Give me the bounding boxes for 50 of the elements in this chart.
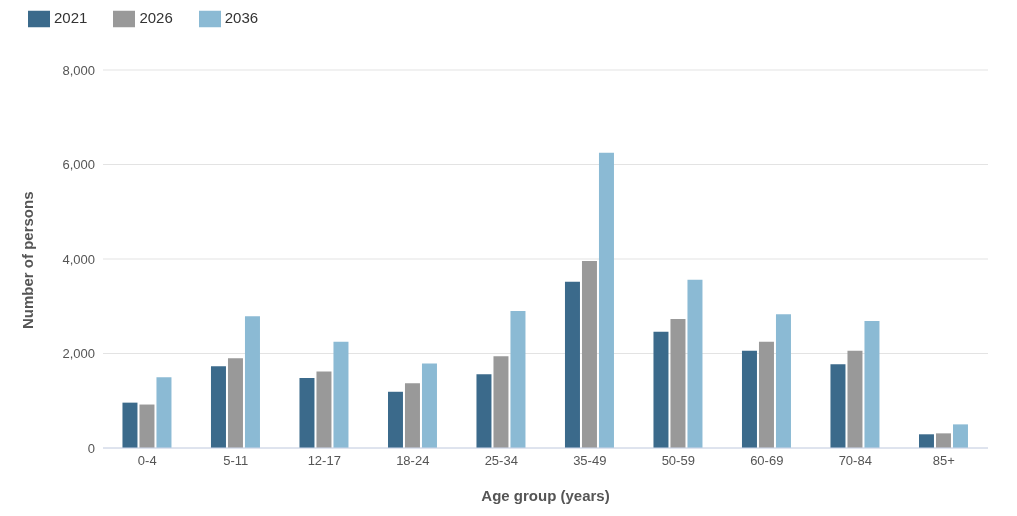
bar [210, 366, 226, 448]
bar [156, 377, 172, 448]
bar [847, 350, 863, 448]
y-tick-label: 4,000 [62, 251, 95, 267]
bar [387, 391, 403, 448]
bar [316, 371, 332, 448]
bar [741, 350, 757, 448]
x-tick-label: 12-17 [307, 453, 341, 469]
bar [333, 341, 349, 448]
y-axis-title: Number of persons [19, 191, 37, 329]
bar [653, 331, 669, 448]
bar [687, 279, 703, 448]
y-tick-label: 6,000 [62, 157, 95, 173]
bar [670, 319, 686, 448]
y-tick-label: 0 [87, 440, 95, 456]
bar [935, 433, 951, 448]
x-tick-label: 5-11 [223, 453, 249, 469]
bar [404, 383, 420, 448]
bar [122, 402, 138, 448]
bar [421, 363, 437, 448]
y-tick-label: 2,000 [62, 346, 95, 362]
x-tick-label: 85+ [932, 453, 955, 469]
bar [476, 374, 492, 448]
bar [564, 281, 580, 448]
bar [775, 314, 791, 448]
legend-label: 2021 [54, 8, 88, 26]
bar [244, 316, 260, 448]
x-tick-label: 25-34 [484, 453, 518, 469]
x-tick-label: 70-84 [838, 453, 872, 469]
bar [493, 356, 509, 448]
bar [227, 358, 243, 448]
bar [598, 152, 614, 448]
y-tick-label: 8,000 [62, 62, 95, 78]
bar [918, 434, 934, 448]
bar [952, 424, 968, 448]
x-tick-label: 0-4 [137, 453, 157, 469]
x-tick-label: 50-59 [661, 453, 695, 469]
bar [758, 341, 774, 448]
x-tick-label: 18-24 [396, 453, 430, 469]
x-axis-title: Age group (years) [481, 487, 610, 504]
bar [864, 320, 880, 448]
bar [830, 364, 846, 448]
legend-label: 2036 [224, 8, 259, 26]
legend-label: 2026 [139, 8, 173, 26]
bar [581, 260, 597, 448]
x-tick-label: 60-69 [750, 453, 784, 469]
bar [299, 378, 315, 448]
bar [139, 404, 155, 448]
x-tick-label: 35-49 [573, 453, 607, 469]
bar [510, 310, 526, 448]
